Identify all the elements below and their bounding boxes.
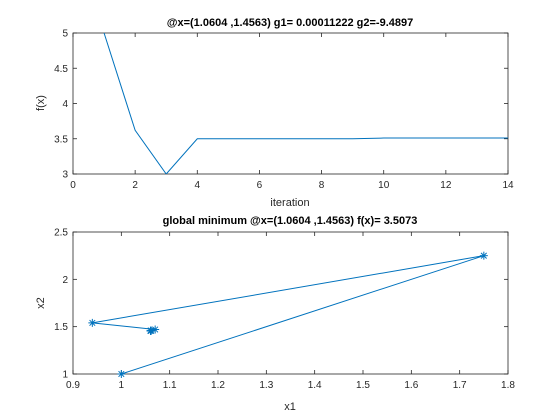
data-point-marker: [117, 370, 126, 378]
top-ytick-label: 4: [62, 99, 68, 110]
bottom-xtick-label: 1.7: [453, 380, 467, 391]
top-plot-title: @x=(1.0604 ,1.4563) g1= 0.00011222 g2=-9…: [167, 17, 414, 29]
top-xtick-label: 14: [502, 180, 514, 191]
axes-iteration-plot: @x=(1.0604 ,1.4563) g1= 0.00011222 g2=-9…: [35, 17, 514, 209]
top-ytick-label: 3: [62, 170, 68, 181]
bottom-xtick-label: 1.5: [356, 380, 370, 391]
top-plot-ylabel: f(x): [35, 95, 47, 111]
top-xtick-label: 6: [257, 180, 263, 191]
bottom-xtick-label: 1.1: [163, 380, 177, 391]
data-point-marker: [479, 251, 488, 260]
bottom-ytick-label: 1.5: [54, 322, 68, 333]
data-point-marker: [88, 318, 97, 327]
top-xtick-label: 12: [440, 180, 452, 191]
top-ytick-label: 4.5: [54, 64, 68, 75]
top-xtick-label: 10: [378, 180, 390, 191]
bottom-plot-frame: [72, 231, 509, 375]
bottom-plot-ylabel: x2: [35, 297, 47, 309]
bottom-plot-xlabel: x1: [284, 401, 296, 413]
bottom-ytick-label: 1: [62, 370, 68, 381]
bottom-xtick-label: 1.4: [308, 380, 322, 391]
bottom-xtick-label: 0.9: [66, 380, 80, 391]
bottom-ytick-label: 2: [62, 275, 68, 286]
top-xtick-label: 2: [132, 180, 138, 191]
top-plot-frame: [72, 32, 509, 175]
bottom-xtick-label: 1.3: [259, 380, 273, 391]
bottom-xtick-label: 1: [119, 380, 125, 391]
bottom-xtick-label: 1.8: [501, 380, 515, 391]
top-plot-xlabel: iteration: [270, 197, 309, 209]
top-ytick-label: 3.5: [54, 134, 68, 145]
bottom-xtick-label: 1.2: [211, 380, 225, 391]
top-ytick-label: 5: [62, 29, 68, 40]
bottom-ytick-label: 2.5: [54, 228, 68, 239]
top-xtick-label: 4: [195, 180, 201, 191]
top-xtick-label: 8: [319, 180, 325, 191]
data-point-marker: [146, 326, 155, 335]
bottom-plot-title: global minimum @x=(1.0604 ,1.4563) f(x)=…: [163, 215, 418, 227]
bottom-xtick-label: 1.6: [404, 380, 418, 391]
axes-x1-x2-plot: global minimum @x=(1.0604 ,1.4563) f(x)=…: [35, 215, 515, 413]
top-series-line: [103, 33, 508, 174]
top-xtick-label: 0: [70, 180, 76, 191]
